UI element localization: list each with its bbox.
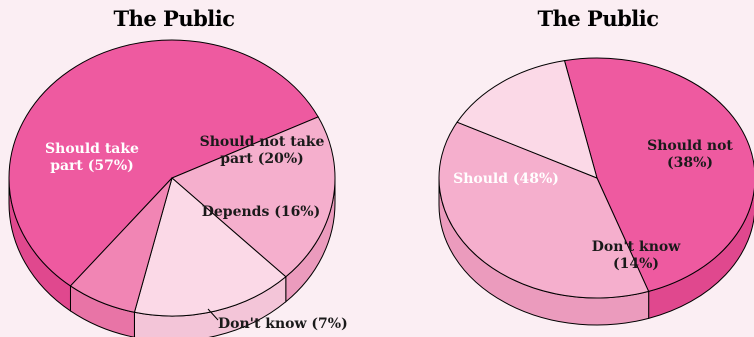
slice-label-line: Should not: [647, 138, 733, 154]
chart-title-right: The Public: [537, 6, 659, 31]
slice-label-line: Should not take: [200, 134, 325, 150]
slice-label-0-0: Should take part (57%): [45, 141, 139, 174]
slice-label-line: (38%): [667, 155, 713, 171]
slice-label-line: part (57%): [50, 158, 134, 174]
chart-title-left: The Public: [113, 6, 235, 31]
pie-slice-1-0: [563, 57, 754, 292]
pie-slice-1-1: [438, 121, 650, 299]
pie-slice-0-3: [69, 177, 173, 313]
slice-label-1-1: Should not (38%): [647, 138, 733, 171]
pie-slice-0-2: [133, 177, 287, 317]
slice-label-line: Don't know: [592, 239, 682, 255]
pie-slice-0-1: [171, 116, 336, 278]
slice-label-0-3: Don't know (7%): [218, 316, 348, 332]
slice-label-line: part (20%): [220, 151, 304, 167]
slice-label-1-2: Don't know (14%): [592, 239, 682, 272]
slice-label-1-0: Should (48%): [453, 171, 559, 187]
slice-label-line: Don't know (7%): [218, 316, 348, 332]
slice-label-line: (14%): [613, 256, 659, 272]
slice-label-0-1: Should not take part (20%): [200, 134, 325, 167]
pie-slice-0-0: [8, 39, 319, 287]
slice-label-0-2: Depends (16%): [202, 204, 321, 220]
pie-chart-0: Should take part (57%)Should not take part…: [8, 39, 348, 337]
slice-label-line: Should take: [45, 141, 139, 157]
slice-label-line: Depends (16%): [202, 204, 321, 220]
pie-chart-1: Should (48%) Should not (38%) Don't know (14…: [438, 57, 754, 326]
slice-label-line: Should (48%): [453, 171, 559, 187]
callout-line-0-3: [207, 308, 219, 321]
pie-slice-1-2: [456, 60, 598, 179]
